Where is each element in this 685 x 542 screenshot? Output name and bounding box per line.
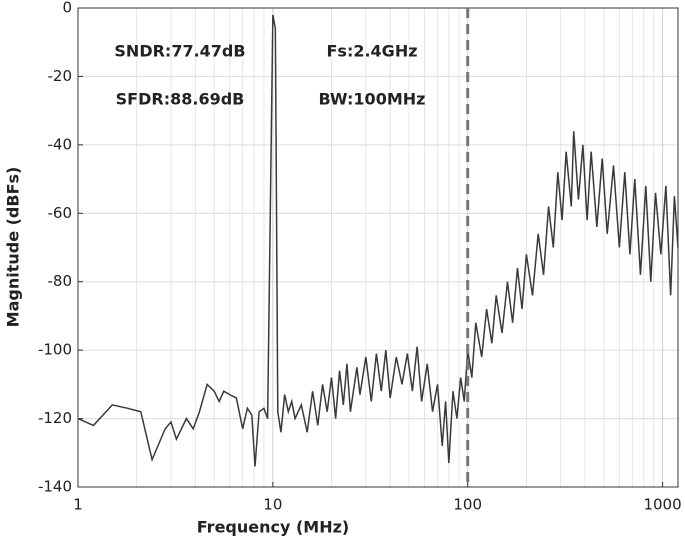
x-tick-label: 1 xyxy=(73,496,83,514)
annotation: Fs:2.4GHz xyxy=(326,42,417,61)
y-tick-label: -80 xyxy=(48,272,73,290)
x-axis-label: Frequency (MHz) xyxy=(197,518,349,537)
plot-frame xyxy=(77,7,679,488)
y-tick-label: -100 xyxy=(38,341,72,359)
y-tick-label: -140 xyxy=(38,478,72,496)
y-tick-label: -60 xyxy=(48,204,73,222)
x-tick-label: 100 xyxy=(453,496,482,514)
x-tick-label: 1000 xyxy=(643,496,681,514)
spectrum-line xyxy=(77,14,679,467)
y-tick-label: -40 xyxy=(48,135,73,153)
y-tick-label: -120 xyxy=(38,409,72,427)
x-tick-label: 10 xyxy=(263,496,282,514)
annotation: SFDR:88.69dB xyxy=(116,90,245,109)
y-axis-label: Magnitude (dBFs) xyxy=(4,167,23,328)
y-tick-label: -20 xyxy=(48,67,73,85)
annotation: BW:100MHz xyxy=(319,90,426,109)
annotation: SNDR:77.47dB xyxy=(114,42,245,61)
y-tick-label: 0 xyxy=(62,0,72,17)
